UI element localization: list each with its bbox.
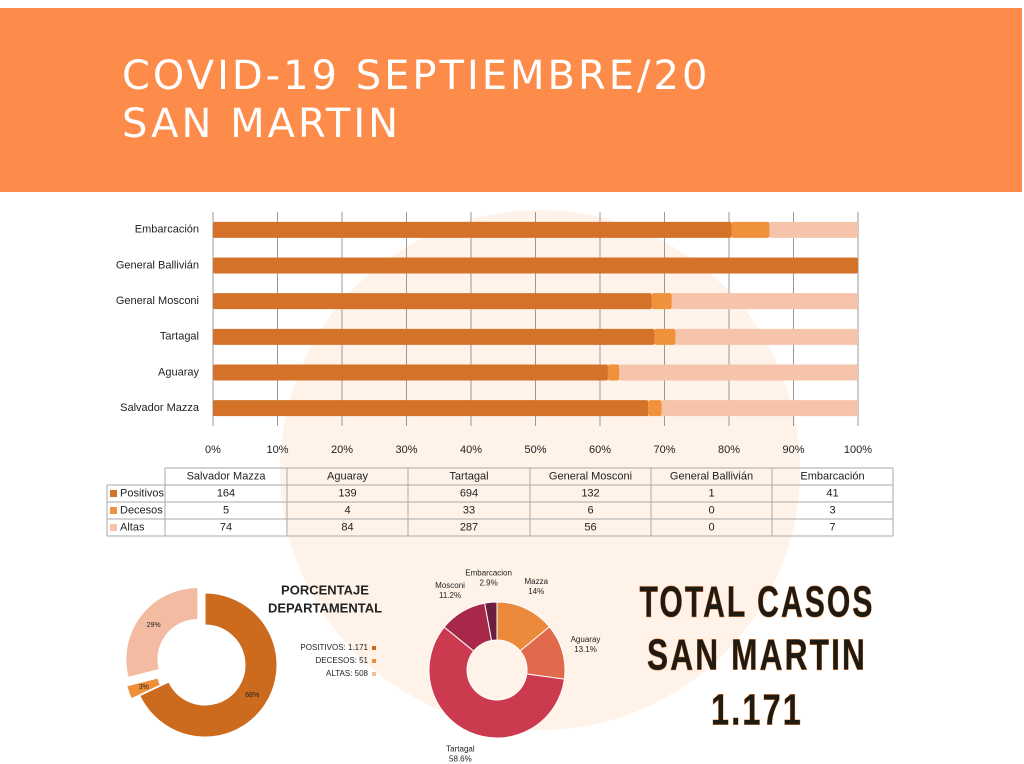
bar-segment (213, 293, 652, 310)
x-tick-label: 80% (718, 444, 740, 456)
legend-label: POSITIVOS: 1.171 (300, 643, 368, 652)
x-tick-label: 50% (524, 444, 546, 456)
table-cell: 164 (217, 487, 235, 499)
x-tick-label: 20% (331, 444, 353, 456)
x-tick-label: 30% (395, 444, 417, 456)
table-header: Salvador Mazza (187, 470, 267, 482)
bar-segment (213, 400, 649, 417)
value-label: 11.2% (439, 591, 461, 600)
value-label: 68% (245, 692, 259, 699)
value-label: 29% (147, 622, 161, 629)
category-label: Mosconi (435, 581, 465, 590)
table-cell: 0 (708, 521, 714, 533)
bar-segment (731, 221, 770, 238)
legend-swatch (372, 672, 376, 676)
bar-segment (213, 364, 608, 381)
total-text: TOTAL CASOS (640, 578, 875, 627)
x-tick-label: 60% (589, 444, 611, 456)
value-label: 58.6% (449, 755, 472, 764)
title-line: COVID-19 SEPTIEMBRE/20 (122, 53, 710, 99)
bar-segment (651, 293, 672, 310)
legend-swatch (372, 659, 376, 663)
legend-label: DECESOS: 51 (316, 656, 369, 665)
bar-segment (619, 364, 858, 381)
table-row-label: Decesos (120, 504, 163, 516)
bar-segment (654, 328, 676, 345)
table-cell: 3 (829, 504, 835, 516)
table-cell: 287 (460, 521, 478, 533)
table-cell: 6 (587, 504, 593, 516)
bar-segment (671, 293, 858, 310)
table-header: Embarcación (800, 470, 864, 482)
donut-segment (125, 586, 199, 678)
x-tick-label: 70% (653, 444, 675, 456)
legend-swatch (372, 646, 376, 650)
x-tick-label: 90% (782, 444, 804, 456)
donut-title: PORCENTAJE (281, 582, 369, 597)
table-cell: 41 (826, 487, 838, 499)
table-header: General Mosconi (549, 470, 632, 482)
donut-segment (139, 592, 278, 738)
category-label: General Ballivián (116, 259, 199, 271)
donut-segment (126, 677, 162, 700)
donut-title: DEPARTAMENTAL (268, 600, 382, 615)
x-tick-label: 10% (266, 444, 288, 456)
category-label: Aguaray (158, 366, 199, 378)
total-value: 1.171 (711, 686, 803, 735)
header-band (0, 8, 1022, 192)
bar-segment (661, 400, 858, 417)
x-tick-label: 40% (460, 444, 482, 456)
table-cell: 0 (708, 504, 714, 516)
table-header: General Ballivián (670, 470, 753, 482)
table-cell: 84 (341, 521, 353, 533)
category-label: General Mosconi (116, 295, 199, 307)
table-cell: 5 (223, 504, 229, 516)
bar-segment (769, 221, 858, 238)
category-label: Mazza (524, 577, 548, 586)
table-row-label: Altas (120, 521, 145, 533)
category-label: Salvador Mazza (120, 402, 200, 414)
table-cell: 7 (829, 521, 835, 533)
table-cell: 33 (463, 504, 475, 516)
category-label: Aguaray (571, 635, 601, 644)
value-label: 3% (139, 684, 149, 691)
bar-segment (213, 257, 858, 274)
table-cell: 1 (708, 487, 714, 499)
bar-segment (675, 328, 858, 345)
bar-segment (213, 221, 732, 238)
table-cell: 56 (584, 521, 596, 533)
bar-segment (648, 400, 662, 417)
legend-swatch (110, 490, 117, 497)
x-tick-label: 100% (844, 444, 872, 456)
table-cell: 694 (460, 487, 478, 499)
table-cell: 74 (220, 521, 232, 533)
table-cell: 132 (581, 487, 599, 499)
legend-label: ALTAS: 508 (326, 669, 369, 678)
table-cell: 4 (344, 504, 350, 516)
table-header: Aguaray (327, 470, 368, 482)
legend-swatch (110, 507, 117, 514)
value-label: 13.1% (574, 645, 597, 654)
table-cell: 139 (338, 487, 356, 499)
category-label: Tartagal (446, 745, 475, 754)
category-label: Embarcación (135, 224, 199, 236)
legend-swatch (110, 524, 117, 531)
value-label: 2.9% (479, 578, 497, 587)
table-header: Tartagal (449, 470, 488, 482)
title-line: SAN MARTIN (122, 101, 401, 147)
bar-segment (213, 328, 655, 345)
table-row-label: Positivos (120, 487, 165, 499)
total-text: SAN MARTIN (647, 631, 867, 680)
value-label: 14% (528, 587, 544, 596)
donut-segment (428, 626, 565, 739)
x-tick-label: 0% (205, 444, 221, 456)
bar-segment (607, 364, 620, 381)
donut-segment (484, 601, 498, 642)
category-label: Tartagal (160, 331, 199, 343)
category-label: Embarcacion (465, 568, 512, 577)
